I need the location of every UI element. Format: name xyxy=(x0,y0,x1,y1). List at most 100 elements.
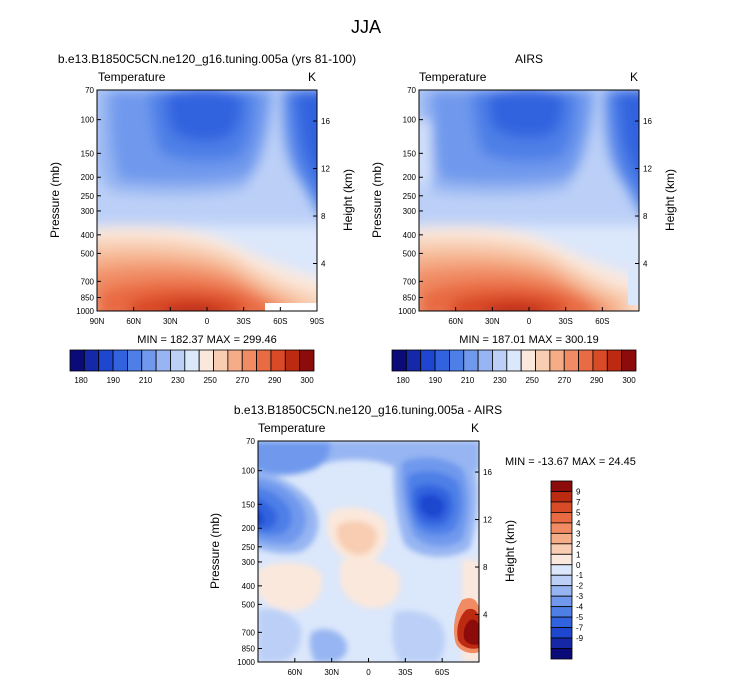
panel-difference: b.e13.B1850C5CN.ne120_g16.tuning.005a - … xyxy=(208,403,636,677)
x-tick-label: 60S xyxy=(273,317,287,326)
colorbar-box xyxy=(550,564,573,576)
colorbar-box xyxy=(506,349,522,372)
y-tick-label: 1000 xyxy=(76,307,94,316)
colorbar-box xyxy=(477,349,493,372)
page-title: JJA xyxy=(351,17,381,37)
colorbar-box xyxy=(198,349,214,372)
colorbar-box xyxy=(83,349,100,372)
colorbar-label: -4 xyxy=(576,603,584,612)
colorbar-box xyxy=(550,595,573,608)
colorbar-box xyxy=(563,349,579,372)
y-tick-label: 250 xyxy=(242,543,256,552)
height-tick-label: 12 xyxy=(643,165,652,174)
colorbar-box xyxy=(463,349,479,372)
colorbar-label: 290 xyxy=(590,376,604,385)
right-label: K xyxy=(471,421,479,435)
contour-field xyxy=(419,90,639,311)
height-tick-label: 16 xyxy=(321,117,330,126)
y-tick-label: 250 xyxy=(81,192,95,201)
colorbar-label: 250 xyxy=(203,376,217,385)
y-tick-label: 200 xyxy=(242,524,256,533)
y-tick-label: 150 xyxy=(403,149,417,158)
colorbar-label: 190 xyxy=(429,376,443,385)
x-tick-label: 30N xyxy=(485,317,500,326)
colorbar-box xyxy=(550,574,573,587)
colorbar-box xyxy=(170,349,186,372)
panel-title: AIRS xyxy=(515,52,543,66)
y-tick-label: 100 xyxy=(81,116,95,125)
colorbar-box xyxy=(127,349,143,372)
colorbar-box xyxy=(550,522,573,534)
height-tick-label: 8 xyxy=(483,563,488,572)
x-tick-label: 30S xyxy=(237,317,251,326)
panel-airs: AIRS Temperature K xyxy=(370,52,677,385)
y-tick-label: 400 xyxy=(403,231,417,240)
y-tick-label: 500 xyxy=(403,249,417,258)
x-tick-label: 90N xyxy=(90,317,105,326)
colorbar-box xyxy=(592,349,608,372)
height-tick-label: 8 xyxy=(321,212,326,221)
height-tick-label: 4 xyxy=(483,611,488,620)
x-tick-label: 0 xyxy=(366,668,371,677)
colorbar-label: 250 xyxy=(525,376,539,385)
x-tick-label: 60N xyxy=(287,668,302,677)
height-tick-label: 16 xyxy=(643,117,652,126)
y-tick-label: 700 xyxy=(81,277,95,286)
colorbar-box xyxy=(550,616,573,628)
x-tick-label: 30S xyxy=(559,317,573,326)
y-tick-label: 300 xyxy=(403,207,417,216)
panel-title: b.e13.B1850C5CN.ne120_g16.tuning.005a - … xyxy=(234,403,502,417)
colorbar-box xyxy=(550,553,573,566)
colorbar-box xyxy=(550,480,573,492)
y-tick-label: 250 xyxy=(403,192,417,201)
colorbar-box xyxy=(550,648,573,660)
colorbar-label: -7 xyxy=(576,624,584,633)
colorbar-box xyxy=(420,349,436,372)
colorbar-box xyxy=(550,501,573,513)
y-tick-label: 850 xyxy=(403,293,417,302)
colorbar-box xyxy=(155,349,171,372)
colorbar-label: 230 xyxy=(171,376,185,385)
colorbar-label: 190 xyxy=(107,376,121,385)
colorbar-box xyxy=(299,349,315,372)
x-tick-label: 30N xyxy=(324,668,339,677)
x-tick-label: 0 xyxy=(527,317,532,326)
colorbar-box xyxy=(112,349,128,372)
y-tick-label: 200 xyxy=(81,173,95,182)
colorbar-box xyxy=(98,349,114,372)
colorbar-box xyxy=(535,349,551,372)
colorbar-label: 9 xyxy=(576,487,581,496)
y-tick-label: 1000 xyxy=(398,307,416,316)
colorbar-label: -1 xyxy=(576,571,584,580)
colorbar-box xyxy=(284,349,301,372)
y-tick-label: 1000 xyxy=(237,658,255,667)
right-label: K xyxy=(630,70,638,84)
y-tick-label: 200 xyxy=(403,173,417,182)
y-tick-label: 150 xyxy=(242,500,256,509)
colorbar-label: 230 xyxy=(493,376,507,385)
colorbar-box xyxy=(492,349,508,372)
y-tick-label: 400 xyxy=(242,582,256,591)
contour-field xyxy=(97,90,317,311)
colorbar-label: 0 xyxy=(576,561,581,570)
colorbar-label: 1 xyxy=(576,550,581,559)
colorbar-box xyxy=(141,349,157,372)
colorbar-box xyxy=(227,349,243,372)
min-max-stats: MIN = -13.67 MAX = 24.45 xyxy=(505,456,636,468)
y-tick-label: 850 xyxy=(81,293,95,302)
height-tick-label: 12 xyxy=(483,516,492,525)
y-tick-label: 300 xyxy=(81,207,95,216)
colorbar-box xyxy=(550,606,573,618)
contour-field xyxy=(258,441,479,662)
y-tick-label: 500 xyxy=(81,249,95,258)
y-tick-label: 500 xyxy=(242,600,256,609)
height-tick-label: 12 xyxy=(321,165,330,174)
colorbar-box xyxy=(520,349,536,372)
ylabel-left: Pressure (mb) xyxy=(370,162,384,238)
colorbar-label: 3 xyxy=(576,529,581,538)
ylabel-right: Height (km) xyxy=(663,169,677,231)
colorbar-box xyxy=(69,349,85,372)
colorbar-label: 5 xyxy=(576,508,581,517)
colorbar-box xyxy=(213,349,229,372)
